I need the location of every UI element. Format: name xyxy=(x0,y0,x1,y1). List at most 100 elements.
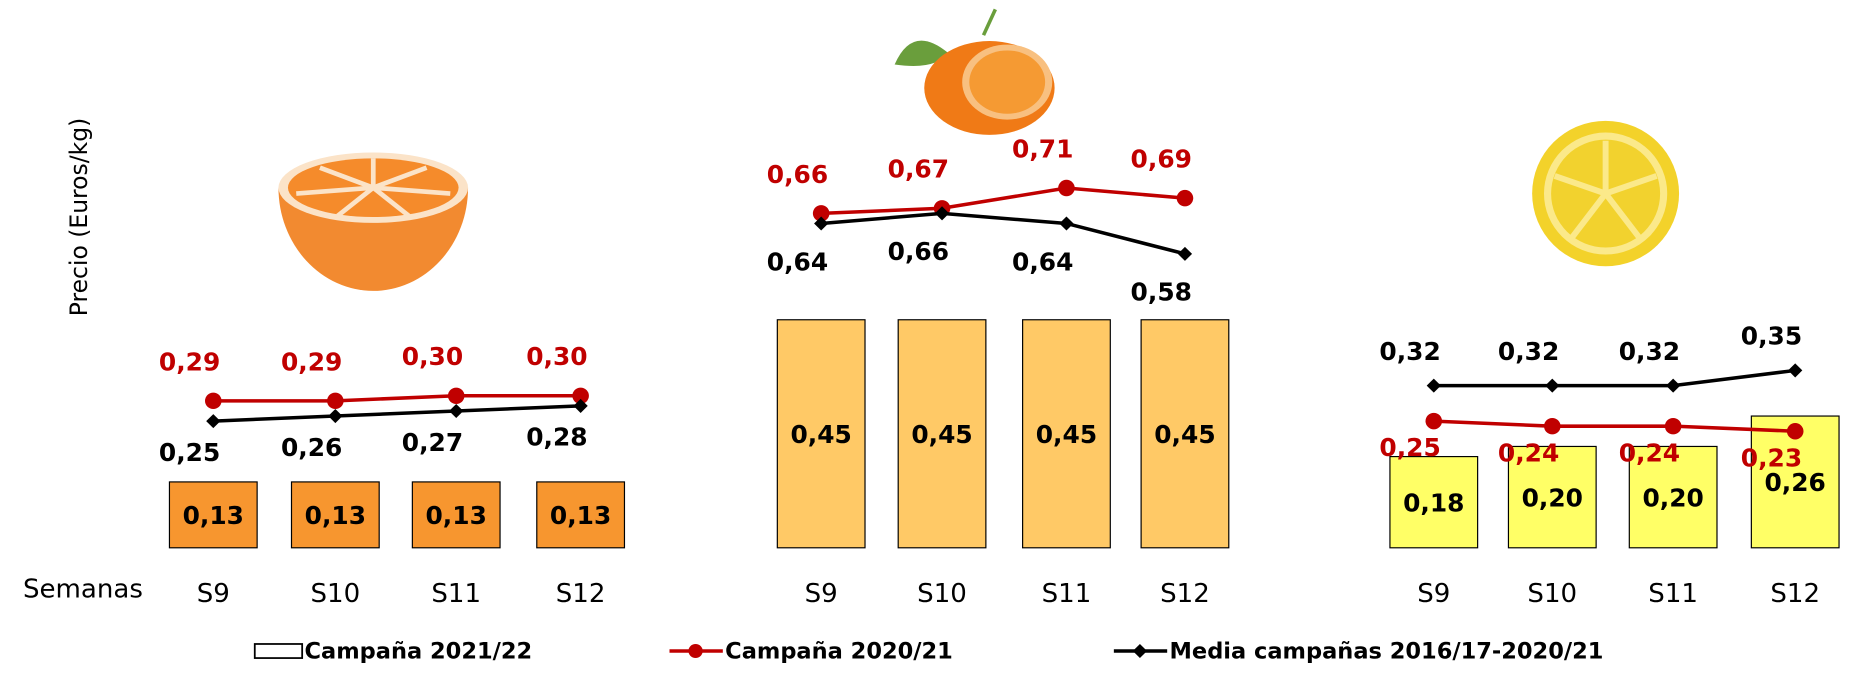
y-axis-label: Precio (Euros/kg) xyxy=(65,118,93,316)
point-value-label: 0,64 xyxy=(1012,247,1073,276)
x-tick-label: S12 xyxy=(556,579,606,609)
bar-value-label: 0,45 xyxy=(790,420,851,449)
x-tick-label: S11 xyxy=(1648,579,1698,609)
point-value-label: 0,32 xyxy=(1498,337,1559,366)
point-value-label: 0,69 xyxy=(1131,145,1192,174)
legend-marker xyxy=(1132,643,1148,659)
bar xyxy=(1507,445,1597,549)
bar-value-label: 0,13 xyxy=(305,501,366,530)
legend-label: Media campañas 2016/17-2020/21 xyxy=(1170,639,1604,665)
line-marker xyxy=(327,392,344,410)
bar xyxy=(411,481,501,549)
line-marker xyxy=(573,398,588,413)
bar-value-label: 0,20 xyxy=(1642,484,1703,513)
point-value-label: 0,30 xyxy=(402,342,463,371)
point-value-label: 0,67 xyxy=(888,155,949,184)
x-tick-label: S10 xyxy=(310,579,360,609)
point-value-label: 0,66 xyxy=(888,237,949,266)
line-marker xyxy=(1176,189,1194,207)
line-marker xyxy=(814,216,829,231)
point-value-label: 0,24 xyxy=(1498,438,1559,467)
x-tick-label: S11 xyxy=(431,579,481,609)
point-value-label: 0,28 xyxy=(526,423,587,452)
line-marker xyxy=(206,414,221,429)
line-marker xyxy=(447,387,465,404)
line-marker xyxy=(1425,412,1443,430)
bar xyxy=(168,481,258,549)
point-value-label: 0,58 xyxy=(1131,278,1192,307)
bar-value-label: 0,26 xyxy=(1765,468,1826,497)
line xyxy=(821,211,1186,256)
lemon-icon xyxy=(1532,120,1680,267)
point-value-label: 0,35 xyxy=(1741,322,1802,351)
line-marker xyxy=(812,205,830,222)
point-value-label: 0,71 xyxy=(1012,135,1073,164)
bar xyxy=(776,319,866,549)
line-marker xyxy=(572,387,589,404)
bar-value-label: 0,13 xyxy=(426,501,487,530)
line-marker xyxy=(934,206,950,221)
legend-swatch xyxy=(253,643,304,659)
point-value-label: 0,29 xyxy=(281,347,342,376)
line-marker xyxy=(449,403,464,419)
line-marker xyxy=(1059,216,1074,231)
line-marker xyxy=(1666,378,1681,393)
legend-marker xyxy=(688,643,703,659)
bar xyxy=(290,481,380,549)
bar-value-label: 0,13 xyxy=(550,501,611,530)
bar xyxy=(897,319,987,549)
orange-icon xyxy=(278,152,469,291)
line-marker xyxy=(1426,378,1441,393)
legend-label: Campaña 2021/22 xyxy=(305,639,533,665)
line-marker xyxy=(1786,423,1804,440)
x-tick-label: S12 xyxy=(1770,579,1820,609)
line-marker xyxy=(1058,179,1075,197)
line xyxy=(1433,419,1796,434)
x-axis-label: Semanas xyxy=(23,575,143,605)
bar-value-label: 0,20 xyxy=(1522,484,1583,513)
point-value-label: 0,66 xyxy=(767,160,828,189)
point-value-label: 0,25 xyxy=(1379,433,1440,462)
line-marker xyxy=(1545,378,1560,393)
bar xyxy=(1022,319,1111,549)
point-value-label: 0,32 xyxy=(1619,337,1680,366)
bar-value-label: 0,45 xyxy=(1036,420,1097,449)
line-marker xyxy=(1177,246,1193,261)
bar-value-label: 0,45 xyxy=(911,420,972,449)
bar xyxy=(1628,445,1718,549)
bar-value-label: 0,13 xyxy=(183,501,244,530)
point-value-label: 0,24 xyxy=(1619,438,1680,467)
x-tick-label: S10 xyxy=(1527,579,1577,609)
point-value-label: 0,32 xyxy=(1379,337,1440,366)
point-value-label: 0,64 xyxy=(767,247,828,276)
line xyxy=(821,186,1186,216)
legend-label: Campaña 2020/21 xyxy=(725,639,953,665)
line xyxy=(213,394,581,403)
x-tick-label: S9 xyxy=(1417,579,1450,609)
bar xyxy=(1140,319,1230,549)
point-value-label: 0,27 xyxy=(402,428,463,457)
x-tick-label: S10 xyxy=(917,579,967,609)
point-value-label: 0,23 xyxy=(1741,443,1802,472)
x-tick-label: S11 xyxy=(1042,579,1092,609)
point-value-label: 0,25 xyxy=(159,438,220,467)
x-tick-label: S12 xyxy=(1160,579,1210,609)
line-marker xyxy=(1543,417,1561,435)
x-tick-label: S9 xyxy=(197,579,230,609)
point-value-label: 0,26 xyxy=(281,433,342,462)
line-marker xyxy=(1664,417,1682,435)
x-tick-label: S9 xyxy=(805,579,838,609)
bar-value-label: 0,18 xyxy=(1403,489,1464,518)
bar xyxy=(1389,455,1479,549)
mandarin-icon xyxy=(894,8,1055,135)
point-value-label: 0,30 xyxy=(526,342,587,371)
bar xyxy=(536,481,626,549)
point-value-label: 0,29 xyxy=(159,347,220,376)
line xyxy=(213,404,581,423)
line-marker xyxy=(328,409,343,424)
line xyxy=(1433,368,1796,388)
line-marker xyxy=(1788,363,1803,378)
line-marker xyxy=(204,392,222,410)
bar-value-label: 0,45 xyxy=(1154,420,1215,449)
